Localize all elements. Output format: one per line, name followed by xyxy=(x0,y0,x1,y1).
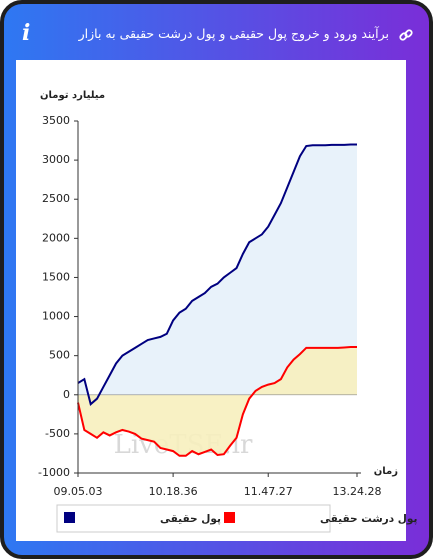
y-tick-label: 0 xyxy=(63,388,70,401)
y-axis-title: میلیارد تومان xyxy=(40,90,105,101)
legend-swatch xyxy=(64,512,75,523)
y-tick-label: -1000 xyxy=(38,466,70,479)
y-tick-label: 500 xyxy=(49,349,70,362)
info-icon[interactable]: i xyxy=(22,20,31,46)
x-tick-label: 11.47.27 xyxy=(244,485,293,498)
x-tick-label: 09.05.03 xyxy=(54,485,103,498)
y-tick-label: 2500 xyxy=(42,192,70,205)
legend-label: پول درشت حقیقی xyxy=(320,513,417,525)
series-line xyxy=(77,346,357,457)
y-tick-label: 1500 xyxy=(42,270,70,283)
x-tick-label: 13.24.28 xyxy=(333,485,382,498)
y-tick-label: 3000 xyxy=(42,153,70,166)
y-tick-label: 2000 xyxy=(42,231,70,244)
x-axis-title: زمان xyxy=(374,466,398,477)
series-area xyxy=(78,144,357,405)
series-area xyxy=(78,347,357,456)
legend-swatch xyxy=(224,512,235,523)
header: i برآیند ورود و خروج پول حقیقی و پول درش… xyxy=(4,4,429,60)
link-icon[interactable] xyxy=(399,28,413,42)
chart-title: برآیند ورود و خروج پول حقیقی و پول درشت … xyxy=(78,26,389,41)
legend-label: پول حقیقی xyxy=(160,513,221,525)
legend-box xyxy=(56,504,331,533)
x-tick-label: 10.18.36 xyxy=(149,485,198,498)
y-tick-label: 1000 xyxy=(42,310,70,323)
y-tick-label: 3500 xyxy=(42,114,70,127)
y-tick-label: -500 xyxy=(45,427,70,440)
series-line xyxy=(77,143,357,406)
